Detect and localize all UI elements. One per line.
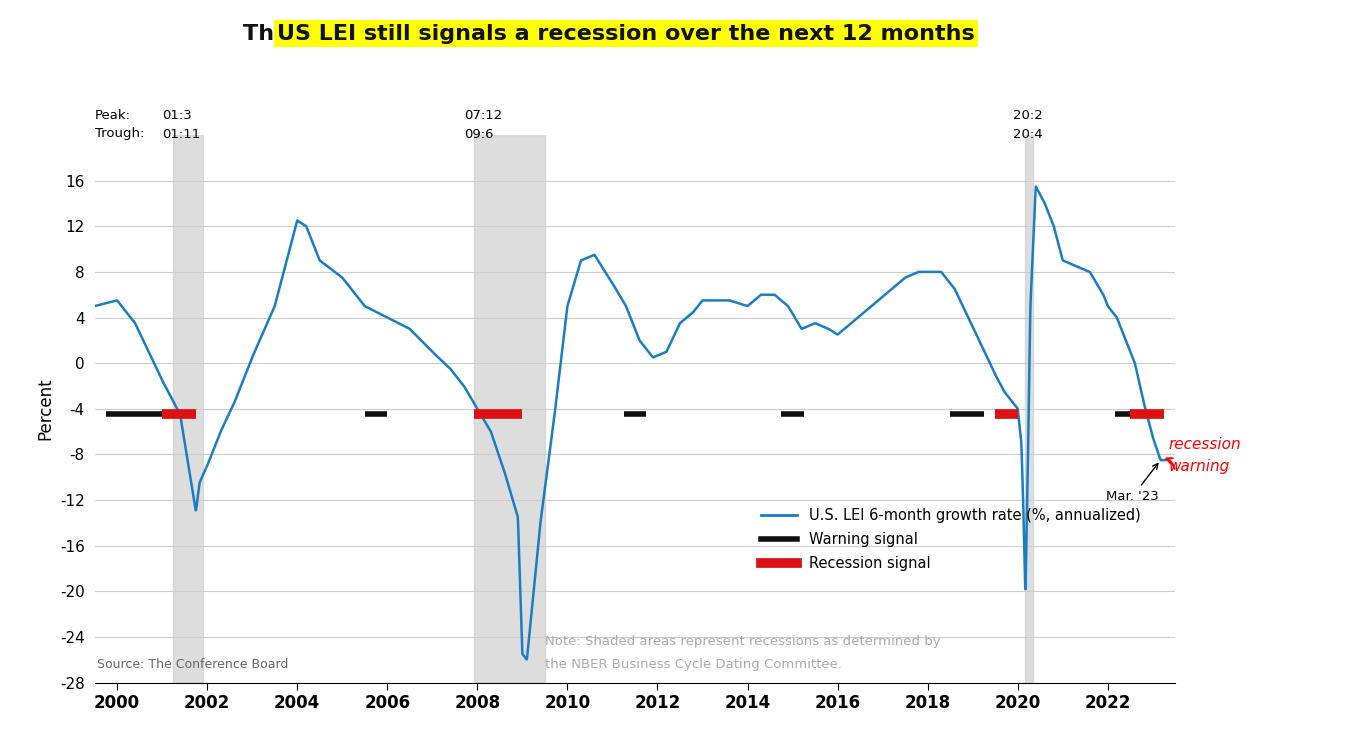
Text: Source: The Conference Board: Source: The Conference Board [97, 658, 288, 671]
Text: 01:3: 01:3 [162, 109, 192, 122]
Bar [474, 135, 544, 682]
Text: the NBER Business Cycle Dating Committee.: the NBER Business Cycle Dating Committee… [544, 658, 842, 671]
Y-axis label: Percent: Percent [36, 377, 54, 440]
Text: Note: Shaded areas represent recessions as determined by: Note: Shaded areas represent recessions … [544, 635, 940, 648]
Bar [173, 135, 204, 682]
Bar [1025, 135, 1032, 682]
Text: 07:12: 07:12 [463, 109, 503, 122]
Text: 01:11: 01:11 [162, 128, 200, 140]
Text: Peak:: Peak: [95, 109, 131, 122]
Text: 20:4: 20:4 [1013, 128, 1043, 140]
Text: recession
warning: recession warning [1169, 437, 1242, 475]
Text: The: The [243, 24, 297, 44]
Text: 09:6: 09:6 [463, 128, 493, 140]
Legend: U.S. LEI 6-month growth rate (%, annualized), Warning signal, Recession signal: U.S. LEI 6-month growth rate (%, annuali… [755, 503, 1147, 577]
Text: US LEI still signals a recession over the next 12 months: US LEI still signals a recession over th… [277, 24, 974, 44]
Text: 20:2: 20:2 [1013, 109, 1043, 122]
Text: Trough:: Trough: [95, 128, 145, 140]
Text: Mar. '23: Mar. '23 [1106, 464, 1159, 503]
